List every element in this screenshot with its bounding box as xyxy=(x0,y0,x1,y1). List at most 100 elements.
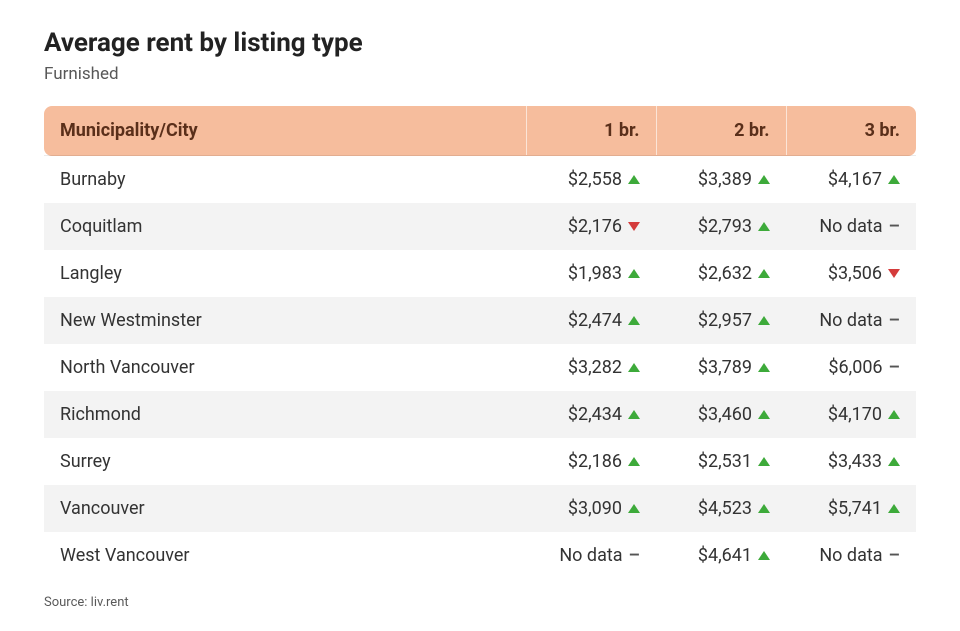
value-cell-br1: $3,282 xyxy=(526,344,656,391)
value-cell-br1: $2,186 xyxy=(526,438,656,485)
value-cell-br3: No data– xyxy=(786,203,916,250)
city-cell: Surrey xyxy=(44,438,526,485)
trend-flat-icon: – xyxy=(889,545,900,566)
value-text: No data xyxy=(819,545,882,566)
value-cell-br3: $3,433 xyxy=(786,438,916,485)
trend-up-icon xyxy=(628,363,640,372)
trend-flat-icon: – xyxy=(629,545,640,566)
value-cell-br2: $3,460 xyxy=(656,391,786,438)
trend-up-icon xyxy=(628,316,640,325)
trend-up-icon xyxy=(888,457,900,466)
page-title: Average rent by listing type xyxy=(44,28,916,58)
value-cell-br2: $2,632 xyxy=(656,250,786,297)
rent-table: Municipality/City1 br.2 br.3 br. Burnaby… xyxy=(44,106,916,579)
value-text: $3,282 xyxy=(568,357,622,378)
city-cell: Burnaby xyxy=(44,156,526,204)
value-text: $5,741 xyxy=(828,498,882,519)
value-text: No data xyxy=(819,310,882,331)
value-text: $4,167 xyxy=(828,169,882,190)
value-cell-br3: No data– xyxy=(786,297,916,344)
value-cell-br1: $2,434 xyxy=(526,391,656,438)
trend-up-icon xyxy=(628,457,640,466)
trend-up-icon xyxy=(628,504,640,513)
trend-up-icon xyxy=(628,410,640,419)
trend-up-icon xyxy=(758,222,770,231)
value-cell-br2: $4,523 xyxy=(656,485,786,532)
table-row: Langley $1,983 $2,632 $3,506 xyxy=(44,250,916,297)
value-cell-br1: $2,558 xyxy=(526,156,656,204)
value-text: $3,433 xyxy=(828,451,882,472)
trend-up-icon xyxy=(758,363,770,372)
value-text: No data xyxy=(559,545,622,566)
value-text: $2,957 xyxy=(698,310,752,331)
trend-up-icon xyxy=(628,269,640,278)
table-row: West VancouverNo data–$4,641No data– xyxy=(44,532,916,579)
trend-up-icon xyxy=(888,175,900,184)
column-header-br3: 3 br. xyxy=(786,106,916,156)
column-header-city: Municipality/City xyxy=(44,106,526,156)
table-row: Vancouver $3,090 $4,523 $5,741 xyxy=(44,485,916,532)
trend-up-icon xyxy=(758,410,770,419)
table-header-row: Municipality/City1 br.2 br.3 br. xyxy=(44,106,916,156)
value-cell-br1: No data– xyxy=(526,532,656,579)
trend-up-icon xyxy=(758,175,770,184)
value-text: $3,789 xyxy=(698,357,752,378)
trend-up-icon xyxy=(758,269,770,278)
city-cell: Richmond xyxy=(44,391,526,438)
value-cell-br2: $3,389 xyxy=(656,156,786,204)
trend-up-icon xyxy=(888,410,900,419)
trend-up-icon xyxy=(758,504,770,513)
trend-up-icon xyxy=(628,175,640,184)
value-cell-br3: No data– xyxy=(786,532,916,579)
value-text: $6,006 xyxy=(828,357,882,378)
trend-down-icon xyxy=(628,222,640,231)
value-text: $2,531 xyxy=(698,451,752,472)
value-text: $3,460 xyxy=(698,404,752,425)
value-cell-br3: $5,741 xyxy=(786,485,916,532)
value-text: $4,641 xyxy=(698,545,752,566)
value-cell-br2: $2,531 xyxy=(656,438,786,485)
trend-flat-icon: – xyxy=(889,357,900,378)
table-body: Burnaby$2,558 $3,389 $4,167 Coquitlam $2,176… xyxy=(44,156,916,580)
page-subtitle: Furnished xyxy=(44,64,916,84)
value-text: $2,176 xyxy=(568,216,622,237)
table-row: Richmond $2,434 $3,460 $4,170 xyxy=(44,391,916,438)
value-cell-br3: $4,170 xyxy=(786,391,916,438)
trend-up-icon xyxy=(758,316,770,325)
trend-down-icon xyxy=(888,269,900,278)
value-text: $2,186 xyxy=(568,451,622,472)
city-cell: New Westminster xyxy=(44,297,526,344)
trend-up-icon xyxy=(758,551,770,560)
value-cell-br2: $4,641 xyxy=(656,532,786,579)
city-cell: Vancouver xyxy=(44,485,526,532)
city-cell: Coquitlam xyxy=(44,203,526,250)
table-row: Surrey $2,186 $2,531 $3,433 xyxy=(44,438,916,485)
column-header-br2: 2 br. xyxy=(656,106,786,156)
city-cell: North Vancouver xyxy=(44,344,526,391)
value-text: $4,170 xyxy=(828,404,882,425)
value-text: $3,389 xyxy=(698,169,752,190)
value-text: No data xyxy=(819,216,882,237)
value-cell-br1: $3,090 xyxy=(526,485,656,532)
trend-flat-icon: – xyxy=(889,216,900,237)
city-cell: Langley xyxy=(44,250,526,297)
table-row: Burnaby$2,558 $3,389 $4,167 xyxy=(44,156,916,204)
value-cell-br1: $1,983 xyxy=(526,250,656,297)
column-header-br1: 1 br. xyxy=(526,106,656,156)
trend-flat-icon: – xyxy=(889,310,900,331)
trend-up-icon xyxy=(888,504,900,513)
value-text: $2,434 xyxy=(568,404,622,425)
value-cell-br2: $2,957 xyxy=(656,297,786,344)
value-text: $1,983 xyxy=(568,263,622,284)
value-text: $4,523 xyxy=(698,498,752,519)
value-text: $2,793 xyxy=(698,216,752,237)
value-text: $2,474 xyxy=(568,310,622,331)
value-text: $3,090 xyxy=(568,498,622,519)
source-label: Source: liv.rent xyxy=(44,595,916,610)
rent-table-card: Average rent by listing type Furnished M… xyxy=(0,0,960,630)
value-text: $3,506 xyxy=(828,263,882,284)
trend-up-icon xyxy=(758,457,770,466)
table-row: Coquitlam $2,176 $2,793 No data– xyxy=(44,203,916,250)
value-cell-br3: $3,506 xyxy=(786,250,916,297)
value-cell-br3: $6,006– xyxy=(786,344,916,391)
